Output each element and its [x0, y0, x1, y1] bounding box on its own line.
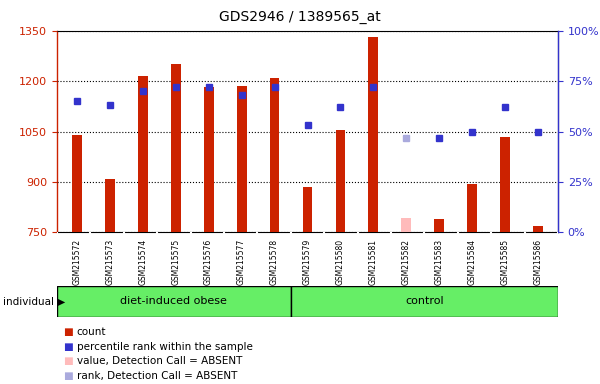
Text: GSM215583: GSM215583: [435, 239, 444, 285]
Text: value, Detection Call = ABSENT: value, Detection Call = ABSENT: [77, 356, 242, 366]
Bar: [500, 137, 510, 232]
Bar: [105, 179, 115, 232]
Text: ■: ■: [63, 371, 73, 381]
Text: individual ▶: individual ▶: [3, 296, 65, 306]
Text: GSM215582: GSM215582: [402, 239, 411, 285]
Bar: [138, 76, 148, 232]
Text: ■: ■: [63, 356, 73, 366]
Text: GSM215575: GSM215575: [171, 239, 180, 285]
Text: GSM215581: GSM215581: [369, 239, 378, 285]
Text: GSM215580: GSM215580: [336, 239, 345, 285]
Text: count: count: [77, 327, 106, 337]
Text: GSM215574: GSM215574: [138, 239, 147, 285]
Text: control: control: [405, 296, 444, 306]
Text: GSM215585: GSM215585: [501, 239, 510, 285]
Text: ■: ■: [63, 342, 73, 352]
Bar: [302, 187, 313, 232]
Text: ■: ■: [63, 327, 73, 337]
Text: GSM215579: GSM215579: [303, 239, 312, 285]
Bar: [269, 78, 280, 232]
Text: GSM215586: GSM215586: [534, 239, 543, 285]
Text: percentile rank within the sample: percentile rank within the sample: [77, 342, 253, 352]
Bar: [368, 37, 379, 232]
Text: GSM215577: GSM215577: [237, 239, 246, 285]
Bar: [401, 218, 412, 232]
Bar: [203, 87, 214, 232]
Bar: [291, 286, 558, 317]
Text: diet-induced obese: diet-induced obese: [121, 296, 227, 306]
Bar: [533, 225, 543, 232]
Text: GSM215584: GSM215584: [468, 239, 477, 285]
Bar: [72, 135, 82, 232]
Bar: [434, 219, 444, 232]
Text: GSM215573: GSM215573: [105, 239, 114, 285]
Bar: [236, 86, 247, 232]
Text: GSM215572: GSM215572: [72, 239, 81, 285]
Bar: [171, 64, 181, 232]
Text: rank, Detection Call = ABSENT: rank, Detection Call = ABSENT: [77, 371, 237, 381]
Bar: [57, 286, 291, 317]
Text: GSM215576: GSM215576: [204, 239, 213, 285]
Text: GDS2946 / 1389565_at: GDS2946 / 1389565_at: [219, 10, 381, 23]
Bar: [335, 130, 346, 232]
Bar: [467, 184, 477, 232]
Text: GSM215578: GSM215578: [270, 239, 279, 285]
